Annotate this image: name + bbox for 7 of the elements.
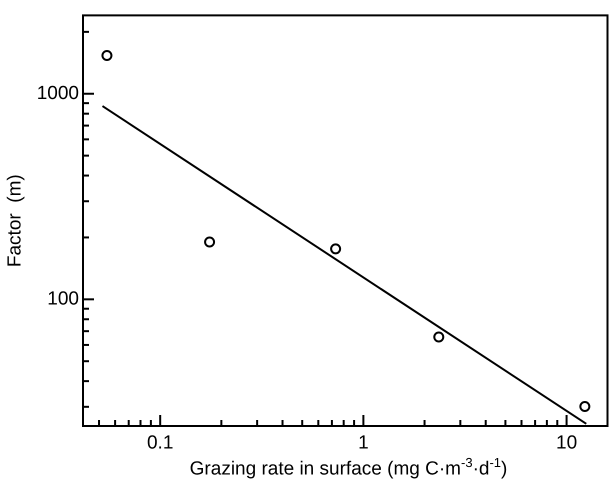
y-tick-label: 1000 <box>36 82 79 104</box>
y-axis-title: Factor (m) <box>4 174 26 268</box>
x-tick-label: 0.1 <box>146 432 174 454</box>
y-tick-label: 100 <box>47 288 79 310</box>
x-tick-label: 10 <box>556 432 578 454</box>
x-tick-label: 1 <box>358 432 369 454</box>
x-axis-title: Grazing rate in surface (mg C·m$^{-3}$·d$^{-1}$) <box>188 455 508 480</box>
